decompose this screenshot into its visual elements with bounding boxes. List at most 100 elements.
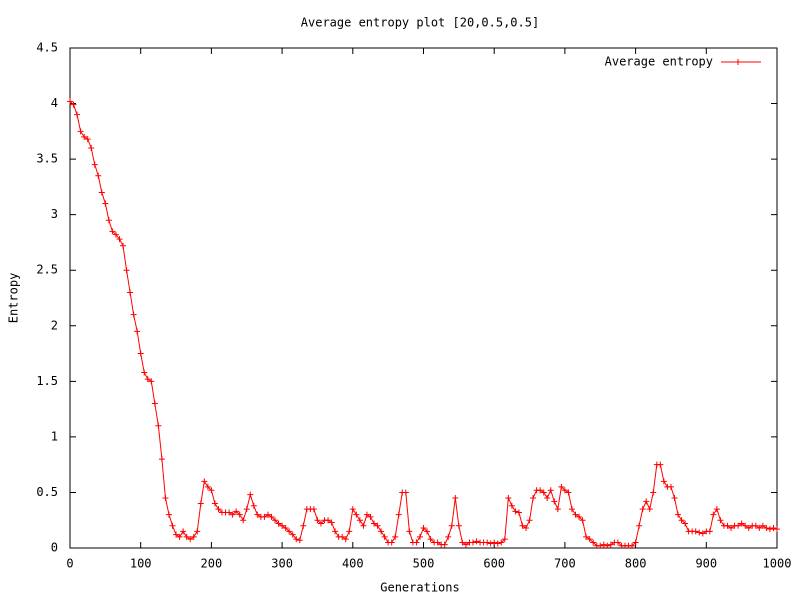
- data-point: [469, 539, 476, 546]
- data-point: [70, 101, 77, 108]
- data-point: [360, 522, 367, 529]
- data-point: [724, 522, 731, 529]
- data-point: [201, 478, 208, 485]
- y-tick-label: 2.5: [36, 263, 58, 277]
- data-point: [646, 506, 653, 513]
- data-point: [356, 517, 363, 524]
- data-line: [69, 100, 778, 547]
- data-point: [243, 506, 250, 513]
- y-tick-label: 4.5: [36, 41, 58, 55]
- data-point: [342, 536, 349, 543]
- y-tick-label: 1.5: [36, 374, 58, 388]
- data-point: [735, 522, 742, 529]
- y-tick-label: 4: [51, 96, 58, 110]
- y-tick-label: 2: [51, 318, 58, 332]
- data-point: [752, 522, 759, 529]
- data-point: [558, 483, 565, 490]
- data-point: [728, 525, 735, 531]
- data-point: [310, 506, 317, 513]
- data-point: [523, 525, 530, 531]
- data-point: [607, 541, 614, 548]
- data-point: [572, 511, 579, 518]
- data-point: [501, 536, 508, 543]
- x-tick-label: 0: [66, 557, 73, 571]
- data-point: [261, 513, 268, 520]
- data-point: [413, 539, 420, 546]
- data-point: [112, 231, 119, 238]
- data-point: [657, 461, 664, 468]
- data-point: [240, 517, 247, 524]
- data-point: [84, 136, 91, 143]
- x-tick-label: 400: [342, 557, 364, 571]
- data-point: [614, 539, 621, 546]
- data-point: [109, 228, 116, 235]
- data-point: [392, 533, 399, 540]
- data-point: [710, 511, 717, 518]
- data-point: [328, 519, 335, 526]
- data-point: [215, 506, 222, 513]
- data-point: [332, 528, 339, 535]
- data-point: [144, 376, 151, 383]
- data-point: [650, 489, 657, 496]
- data-point: [226, 509, 233, 516]
- data-point: [774, 526, 780, 533]
- data-point: [402, 489, 409, 496]
- data-point: [530, 495, 537, 501]
- y-tick-label: 0: [51, 541, 58, 555]
- data-point: [671, 495, 678, 501]
- data-point: [706, 528, 713, 535]
- data-point: [158, 456, 165, 463]
- data-point: [388, 539, 395, 546]
- data-point: [236, 511, 243, 518]
- data-point: [678, 517, 685, 524]
- data-point: [526, 517, 533, 524]
- data-point: [148, 378, 155, 385]
- x-tick-label: 200: [201, 557, 223, 571]
- data-point: [169, 522, 176, 529]
- data-point: [675, 511, 682, 518]
- y-tick-label: 1: [51, 429, 58, 443]
- data-point: [204, 483, 211, 490]
- data-point: [77, 128, 84, 135]
- data-point: [643, 498, 650, 505]
- data-point: [137, 350, 144, 357]
- x-axis-label: Generations: [380, 581, 459, 595]
- x-tick-label: 700: [554, 557, 576, 571]
- data-point: [81, 133, 88, 140]
- data-point: [660, 478, 667, 485]
- y-tick-label: 3: [51, 207, 58, 221]
- data-point: [233, 508, 240, 515]
- data-point: [286, 528, 293, 535]
- data-point: [363, 511, 370, 518]
- legend-label: Average entropy: [605, 55, 713, 69]
- data-point: [756, 525, 763, 531]
- data-point: [127, 289, 134, 296]
- data-point: [696, 529, 703, 536]
- data-point: [116, 236, 123, 243]
- data-point: [123, 267, 130, 274]
- data-point: [279, 522, 286, 529]
- data-point: [561, 487, 568, 494]
- data-point: [629, 542, 636, 549]
- data-point: [745, 525, 752, 531]
- data-point: [317, 520, 324, 527]
- data-point: [515, 509, 522, 516]
- data-point: [770, 525, 777, 531]
- data-point: [508, 502, 515, 509]
- data-point: [395, 511, 402, 518]
- data-point: [600, 541, 607, 548]
- data-point: [173, 531, 180, 538]
- data-point: [264, 511, 271, 518]
- data-point: [484, 539, 491, 546]
- data-point: [353, 511, 360, 518]
- data-point: [738, 520, 745, 527]
- data-point: [282, 525, 289, 531]
- data-point: [197, 500, 204, 507]
- data-point: [105, 217, 112, 224]
- data-point: [766, 526, 773, 533]
- data-point: [289, 531, 296, 538]
- data-point: [597, 542, 604, 549]
- data-point: [151, 400, 158, 407]
- data-point: [424, 528, 431, 535]
- data-point: [639, 506, 646, 513]
